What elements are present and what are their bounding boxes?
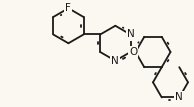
Text: N: N [127,30,134,39]
Text: F: F [65,3,71,13]
Text: N: N [175,92,183,103]
Text: O: O [129,47,137,57]
Text: N: N [112,56,119,66]
